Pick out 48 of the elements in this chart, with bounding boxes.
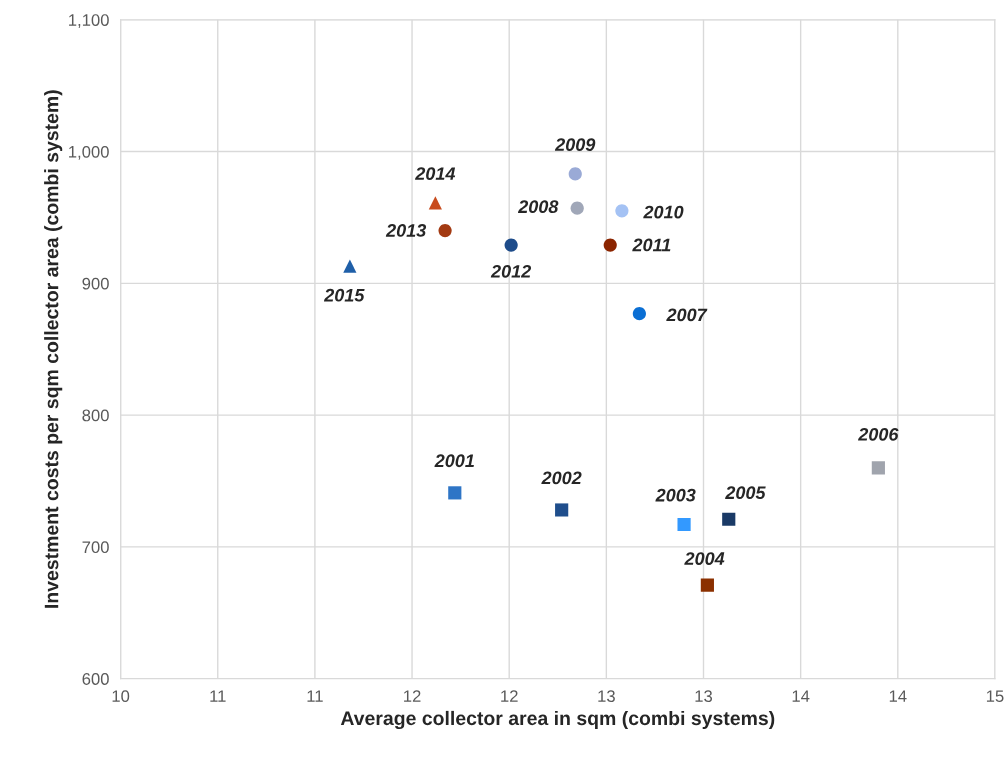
point	[871, 461, 885, 475]
point	[570, 201, 584, 215]
series-label: 2006	[858, 427, 899, 441]
series-label: 2004	[684, 552, 725, 565]
series-label: 2013	[385, 224, 427, 237]
series-label: 2005	[725, 486, 766, 500]
x-tick-label: 12	[404, 690, 421, 702]
point	[603, 238, 617, 252]
series-label: 2010	[643, 205, 684, 219]
series-label: 2001	[434, 454, 474, 468]
series-label: 2002	[541, 471, 582, 485]
point	[438, 224, 452, 238]
series-label: 2008	[517, 200, 559, 214]
series-label: 2009	[554, 138, 596, 152]
series-label: 2007	[666, 308, 708, 322]
point	[504, 238, 518, 252]
point	[677, 517, 691, 532]
y-axis-title: Investment costs per sqm collector area (combi system)	[44, 90, 63, 608]
series-label: 2011	[632, 238, 671, 252]
x-tick-label: 15	[986, 690, 1004, 703]
series-label: 2003	[655, 488, 696, 502]
point	[428, 196, 442, 210]
point	[722, 512, 736, 526]
x-tick-label: 13	[695, 690, 713, 703]
x-tick-label: 13	[598, 690, 615, 703]
y-tick-label: 800	[82, 409, 109, 422]
series-label: 2015	[323, 288, 365, 302]
x-tick-label: 12	[501, 690, 518, 702]
point	[343, 259, 357, 273]
y-tick-label: 700	[82, 541, 109, 554]
x-tick-label: 10	[112, 690, 130, 703]
x-tick-label: 14	[889, 690, 907, 702]
point	[555, 503, 569, 517]
point	[448, 486, 462, 500]
x-axis-title: Average collector area in sqm (combi systems)	[340, 710, 775, 730]
series-label: 2012	[490, 264, 532, 278]
x-tick-label: 11	[210, 690, 226, 702]
x-tick-label: 14	[792, 690, 810, 702]
y-tick-label: 900	[82, 277, 109, 290]
y-tick-label: 1,000	[69, 145, 109, 160]
y-tick-label: 600	[82, 673, 109, 685]
x-tick-label: 11	[307, 690, 323, 702]
point	[615, 204, 629, 218]
y-tick-label: 1,100	[69, 14, 109, 28]
series-label: 2014	[415, 167, 456, 181]
point	[700, 578, 714, 592]
point	[632, 307, 646, 321]
point	[568, 167, 582, 181]
